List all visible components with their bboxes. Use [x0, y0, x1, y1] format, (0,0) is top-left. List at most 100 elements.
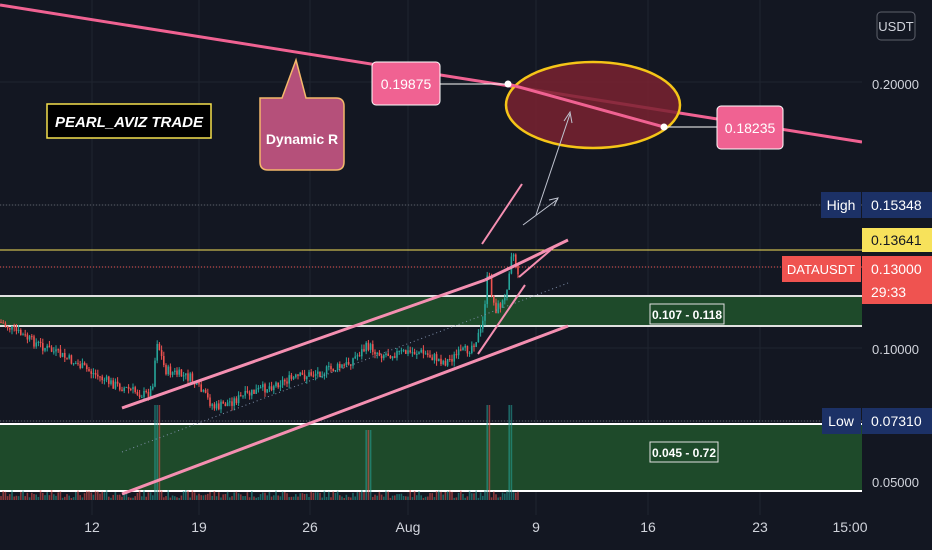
volume-bar — [273, 495, 275, 500]
candle-body — [222, 401, 224, 404]
volume-bar — [178, 497, 180, 500]
candle-body — [515, 254, 517, 265]
candle-body — [387, 353, 389, 356]
candle-body — [354, 356, 356, 359]
candle-body — [429, 354, 431, 358]
candle-body — [72, 363, 75, 365]
volume-bar — [352, 492, 354, 500]
volume-bar — [202, 495, 205, 500]
volume-bar — [136, 492, 139, 500]
candle-body — [191, 373, 194, 383]
volume-bar — [479, 492, 482, 500]
volume-bar — [147, 492, 150, 500]
candle-body — [105, 376, 108, 380]
volume-bar — [495, 494, 497, 500]
candle-body — [343, 364, 345, 366]
svg-text:0.045 - 0.72: 0.045 - 0.72 — [652, 446, 716, 460]
candle-body — [42, 343, 44, 351]
volume-bar — [35, 494, 37, 500]
volume-bar — [394, 495, 396, 500]
candle-body — [233, 398, 235, 406]
volume-bar — [277, 495, 279, 500]
currency-label[interactable] — [876, 11, 916, 41]
volume-bar — [433, 497, 436, 500]
candle-body — [28, 336, 31, 340]
candle-body — [15, 326, 18, 332]
candle-body — [171, 372, 174, 375]
candle-body — [367, 342, 370, 350]
volume-bar — [429, 492, 431, 500]
volume-bar — [15, 495, 18, 500]
volume-bar — [97, 491, 99, 500]
candle-body — [141, 396, 143, 398]
svg-text:0.107 - 0.118: 0.107 - 0.118 — [652, 308, 722, 322]
volume-bar — [462, 493, 464, 500]
volume-bar — [268, 491, 271, 500]
volume-bar — [301, 493, 304, 500]
volume-bar — [79, 495, 81, 500]
candle-body — [240, 395, 242, 397]
volume-bar — [53, 494, 55, 500]
x-tick-label: Aug — [396, 519, 421, 535]
candle-body — [475, 342, 477, 347]
projection-arrow-lower — [522, 197, 559, 226]
candle-body — [187, 373, 189, 381]
candle-body — [336, 363, 339, 370]
volume-bar — [94, 490, 97, 500]
zone-label-upper: 0.107 - 0.118 — [649, 303, 725, 325]
candle-body — [308, 372, 310, 377]
resistance-inside-ellipse — [507, 82, 665, 129]
candle-body — [22, 334, 24, 336]
volume-bar — [369, 430, 372, 500]
volume-bar — [330, 497, 332, 500]
candle-body — [130, 388, 132, 390]
candle-body — [59, 349, 62, 357]
candle-body — [0, 322, 2, 323]
candle-body — [165, 364, 167, 375]
candle-body — [398, 350, 400, 352]
volume-bar — [114, 492, 117, 500]
candle-body — [20, 329, 22, 335]
volume-bar — [328, 491, 330, 500]
candle-body — [433, 354, 436, 361]
candle-body — [325, 366, 328, 374]
volume-bar — [24, 496, 26, 500]
resistance-callout-left: 0.19875 — [371, 61, 508, 106]
volume-bar — [226, 491, 229, 500]
candle-body — [99, 376, 101, 378]
candle-body — [154, 360, 156, 387]
volume-bar — [460, 490, 462, 500]
volume-bar — [81, 497, 84, 500]
candle-body — [493, 295, 495, 303]
volume-bar — [468, 490, 471, 500]
candle-body — [224, 403, 227, 407]
volume-bar — [231, 496, 233, 500]
volume-bar — [336, 490, 339, 500]
candle-body — [114, 381, 117, 389]
candle-body — [64, 352, 66, 358]
volume-bar — [125, 492, 128, 500]
volume-bar — [356, 491, 359, 500]
candle-body — [17, 329, 20, 332]
candle-body — [462, 347, 464, 351]
candle-body — [176, 370, 178, 375]
candle-body — [11, 325, 13, 330]
x-tick-label: 16 — [640, 519, 656, 535]
candle-body — [207, 392, 209, 398]
volume-bar — [152, 495, 154, 500]
volume-bar — [200, 495, 202, 500]
volume-bar — [75, 491, 77, 500]
volume-bar — [466, 496, 469, 500]
candle-body — [211, 404, 213, 406]
candle-body — [312, 375, 315, 377]
candle-body — [508, 273, 510, 290]
volume-bar — [163, 497, 165, 500]
time-axis[interactable]: 12 19 26 Aug 9 16 23 15:00 — [0, 515, 932, 550]
volume-bar — [345, 494, 348, 500]
candle-body — [180, 369, 183, 377]
low-price-tag: Low 0.07310 — [822, 408, 932, 434]
volume-bar — [33, 494, 35, 500]
volume-bar — [110, 497, 112, 500]
candle-body — [488, 275, 491, 277]
